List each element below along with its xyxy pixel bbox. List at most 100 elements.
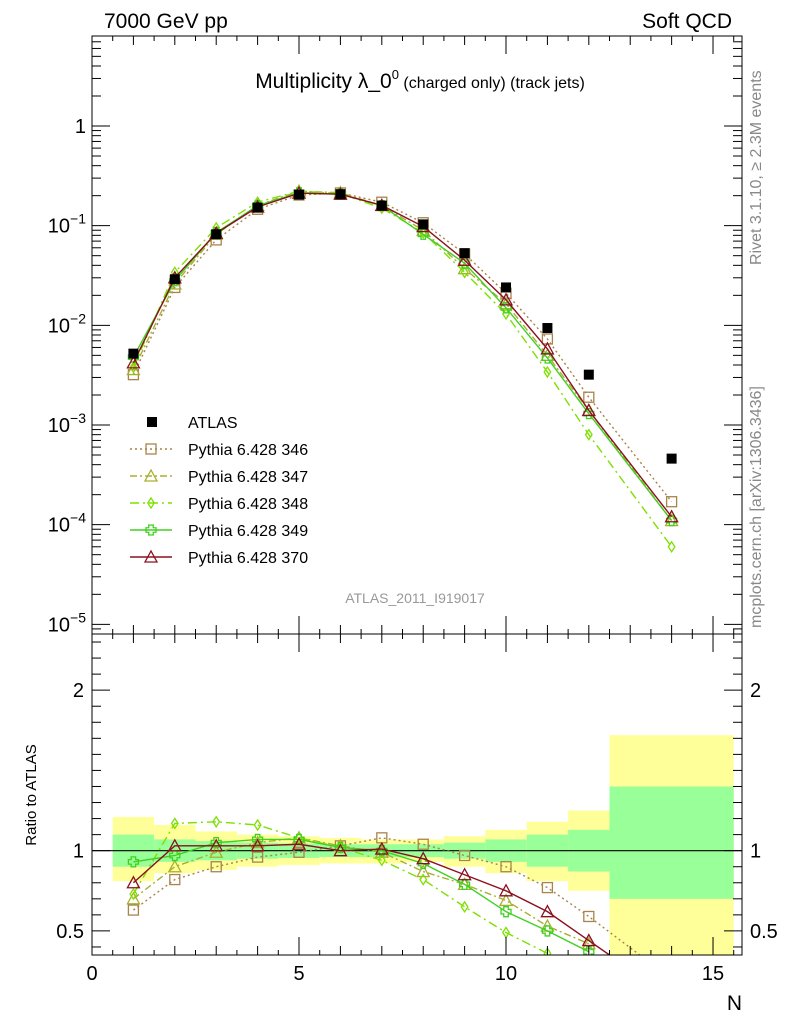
ratio-series-3-point bbox=[170, 817, 179, 830]
ratio-series-2-point bbox=[209, 844, 224, 858]
main-series-5-point bbox=[664, 509, 679, 523]
ratio-series-3-point bbox=[212, 815, 221, 828]
ratio-series-4-point bbox=[334, 841, 347, 854]
ratio-series-4-point bbox=[500, 906, 512, 918]
ratio-series-4-point bbox=[169, 849, 181, 862]
ratio-plot-area bbox=[92, 735, 742, 984]
main-series-5-point bbox=[126, 355, 141, 369]
atlas-data-point bbox=[459, 248, 470, 259]
ratio-series-1-point bbox=[417, 838, 429, 850]
ratio-series-1-point bbox=[169, 873, 181, 886]
atlas-data-point bbox=[252, 202, 263, 213]
ratio-band-green bbox=[609, 786, 734, 899]
main-series-1-point bbox=[665, 496, 678, 508]
ratio-series-5-point bbox=[581, 933, 596, 947]
atlas-data-point bbox=[666, 453, 677, 464]
main-ytick-label: 10−3 bbox=[48, 410, 86, 437]
main-series-1-line bbox=[132, 192, 673, 503]
ratio-series-5-point bbox=[333, 843, 348, 857]
main-series-4-point bbox=[583, 408, 595, 420]
ratio-series-1-point bbox=[541, 881, 554, 894]
ratio-series-5-point bbox=[126, 875, 141, 889]
ratio-series-5-point bbox=[498, 883, 514, 897]
ratio-ylabel: Ratio to ATLAS bbox=[23, 744, 40, 845]
ratio-series-5-point bbox=[291, 836, 307, 850]
main-ytick-label: 10−5 bbox=[48, 609, 86, 636]
ratio-ytick-label-right: 2 bbox=[750, 680, 761, 702]
ratio-panel: 0.5 0.5 1 1 2 2 0 5 10 15 bbox=[56, 633, 778, 985]
ratio-series-1-point bbox=[500, 861, 512, 873]
ratio-series-4-point bbox=[541, 925, 554, 937]
mcplots-label: mcplots.cern.ch [arXiv:1306.3436] bbox=[748, 386, 765, 628]
main-series-3-line bbox=[132, 190, 673, 548]
ratio-series-5-point bbox=[250, 838, 265, 852]
ratio-series-3-point bbox=[586, 974, 593, 984]
ratio-series-2-point bbox=[498, 893, 514, 907]
ratio-series-4-point bbox=[583, 946, 595, 955]
main-series-5-point bbox=[540, 341, 555, 355]
ratio-series-5-point bbox=[209, 838, 224, 852]
ratio-series-1-point bbox=[667, 974, 677, 984]
plot-title-main: Multiplicity λ_0 bbox=[255, 70, 392, 93]
atlas-data-point bbox=[335, 189, 346, 200]
ratio-series-3-point bbox=[253, 818, 262, 832]
main-series-3-point bbox=[460, 266, 469, 279]
ratio-series-3-line bbox=[132, 821, 552, 955]
main-frame bbox=[91, 35, 743, 635]
ratio-series-4-point bbox=[458, 878, 471, 891]
main-series-2-point bbox=[126, 362, 141, 376]
ratio-series-1-point bbox=[251, 851, 264, 863]
ratio-series-2-point bbox=[167, 859, 182, 873]
legend-label-2: Pythia 6.428 347 bbox=[188, 469, 308, 486]
ratio-series-1-point bbox=[458, 849, 471, 862]
ratio-series-1-point bbox=[210, 861, 222, 873]
main-series-5-point bbox=[457, 252, 472, 266]
plot-title: Multiplicity λ_00 (charged only) (track … bbox=[255, 67, 585, 93]
ratio-series-2-point bbox=[416, 864, 431, 878]
atlas-data-point bbox=[542, 323, 553, 334]
legend-marker-4 bbox=[145, 524, 157, 536]
main-series-5-point bbox=[581, 403, 596, 417]
analysis-reference: ATLAS_2011_I919017 bbox=[345, 590, 485, 606]
ratio-series-3-point bbox=[419, 873, 428, 886]
ratio-ytick-label-left: 2 bbox=[73, 680, 84, 702]
ratio-frame bbox=[91, 633, 743, 956]
category-label: Soft QCD bbox=[642, 10, 732, 33]
legend: ATLAS Pythia 6.428 346 Pythia 6.428 347 Pyt… bbox=[130, 415, 308, 567]
rivet-version-label: Rivet 3.1.10, ≥ 2.3M events bbox=[748, 70, 765, 265]
main-series-3-point bbox=[129, 361, 138, 374]
ratio-series-5-point bbox=[167, 838, 182, 852]
legend-label-5: Pythia 6.428 370 bbox=[188, 550, 308, 567]
legend-label-atlas: ATLAS bbox=[188, 415, 238, 432]
ratio-series-3-point bbox=[377, 854, 386, 867]
atlas-data-point bbox=[376, 200, 387, 211]
main-ytick-label: 10−2 bbox=[48, 310, 86, 337]
ratio-series-4-line bbox=[133, 838, 590, 953]
main-ytick-label: 1 bbox=[75, 116, 86, 138]
atlas-data-point bbox=[128, 348, 139, 359]
atlas-data-point bbox=[583, 369, 594, 380]
main-ytick-label: 10−1 bbox=[48, 211, 86, 238]
ratio-series-5-line bbox=[132, 843, 610, 955]
ratio-xtick-label: 15 bbox=[702, 963, 724, 985]
atlas-data-point bbox=[211, 229, 222, 240]
legend-label-3: Pythia 6.428 348 bbox=[188, 496, 308, 513]
main-series-4-point bbox=[458, 257, 471, 269]
ratio-series-5-point bbox=[416, 851, 431, 865]
ratio-xtick-label: 0 bbox=[86, 963, 97, 985]
atlas-data-point bbox=[294, 189, 305, 200]
legend-marker-1 bbox=[145, 443, 157, 455]
plot-title-sub: (charged only) (track jets) bbox=[399, 75, 585, 92]
main-series-3-point bbox=[667, 540, 676, 553]
main-series-2-point bbox=[457, 261, 472, 275]
legend-label-1: Pythia 6.428 346 bbox=[188, 442, 308, 459]
main-series-1-point bbox=[583, 391, 595, 403]
main-series-4-point bbox=[665, 514, 678, 527]
legend-marker-3 bbox=[146, 496, 156, 510]
ratio-series-5-point bbox=[457, 867, 472, 881]
main-series-3-point bbox=[584, 428, 593, 441]
ratio-series-3-point bbox=[129, 887, 138, 901]
ratio-series-3-point bbox=[543, 947, 552, 955]
ratio-xtick-label: 10 bbox=[495, 963, 517, 985]
